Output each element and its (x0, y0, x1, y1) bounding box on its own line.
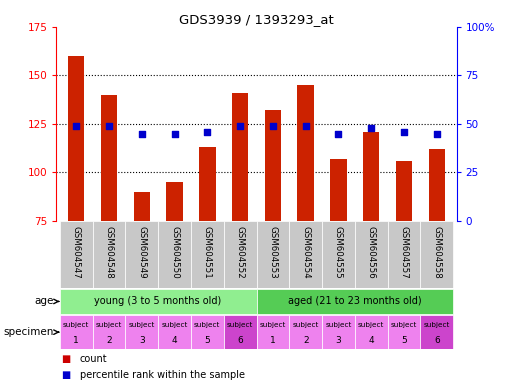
Point (334, 131, 343, 137)
Text: GSM604554: GSM604554 (301, 225, 310, 278)
Text: subject: subject (129, 322, 155, 328)
Bar (256, 288, 453, 314)
Bar (125, 315, 158, 349)
Text: GSM604548: GSM604548 (105, 225, 113, 278)
Text: 6: 6 (434, 336, 440, 345)
Text: GSM604553: GSM604553 (268, 225, 278, 278)
Text: 1: 1 (270, 336, 276, 345)
Bar (101, 95, 117, 221)
Bar (363, 132, 380, 221)
Text: ■: ■ (62, 354, 71, 364)
Point (302, 123, 310, 129)
Text: GSM604552: GSM604552 (235, 225, 245, 278)
Text: subject: subject (424, 322, 450, 328)
Point (433, 131, 441, 137)
Text: specimen: specimen (4, 327, 54, 337)
Point (170, 131, 179, 137)
Text: GSM604549: GSM604549 (137, 225, 146, 278)
Text: 3: 3 (139, 336, 145, 345)
Bar (322, 315, 355, 349)
Bar (265, 110, 281, 221)
Bar (396, 161, 412, 221)
Bar (232, 93, 248, 221)
Text: 2: 2 (303, 336, 308, 345)
Point (269, 123, 277, 129)
Bar (388, 221, 421, 288)
Text: young (3 to 5 months old): young (3 to 5 months old) (94, 296, 222, 306)
Text: subject: subject (194, 322, 221, 328)
Text: age: age (34, 296, 54, 306)
Bar (92, 221, 125, 288)
Text: count: count (80, 354, 107, 364)
Bar (289, 221, 322, 288)
Text: 4: 4 (368, 336, 374, 345)
Text: GSM604547: GSM604547 (72, 225, 81, 278)
Bar (92, 315, 125, 349)
Text: 5: 5 (401, 336, 407, 345)
Text: 5: 5 (204, 336, 210, 345)
Bar (199, 147, 215, 221)
Bar (60, 288, 256, 314)
Bar (224, 221, 256, 288)
Point (400, 129, 408, 135)
Bar (330, 159, 347, 221)
Bar (429, 149, 445, 221)
Text: subject: subject (391, 322, 417, 328)
Point (367, 125, 376, 131)
Text: 6: 6 (237, 336, 243, 345)
Text: subject: subject (292, 322, 319, 328)
Bar (125, 221, 158, 288)
Bar (158, 221, 191, 288)
Bar (133, 192, 150, 221)
Bar (256, 221, 289, 288)
Text: subject: subject (227, 322, 253, 328)
Bar (421, 221, 453, 288)
Text: 2: 2 (106, 336, 112, 345)
Bar (158, 315, 191, 349)
Text: ■: ■ (62, 370, 71, 381)
Point (105, 123, 113, 129)
Text: 4: 4 (172, 336, 177, 345)
Text: subject: subject (358, 322, 384, 328)
Bar (421, 315, 453, 349)
Bar (191, 315, 224, 349)
Bar (68, 56, 84, 221)
Text: subject: subject (63, 322, 89, 328)
Bar (298, 85, 314, 221)
Point (236, 123, 244, 129)
Bar (355, 221, 388, 288)
Text: 3: 3 (336, 336, 341, 345)
Bar (224, 315, 256, 349)
Bar (60, 315, 92, 349)
Point (203, 129, 211, 135)
Bar (191, 221, 224, 288)
Text: aged (21 to 23 months old): aged (21 to 23 months old) (288, 296, 422, 306)
Text: subject: subject (161, 322, 188, 328)
Text: GSM604558: GSM604558 (432, 225, 441, 278)
Text: GSM604550: GSM604550 (170, 225, 179, 278)
Text: GSM604557: GSM604557 (400, 225, 408, 278)
Bar (388, 315, 421, 349)
Text: subject: subject (325, 322, 352, 328)
Text: subject: subject (260, 322, 286, 328)
Point (137, 131, 146, 137)
Text: GSM604555: GSM604555 (334, 225, 343, 278)
Title: GDS3939 / 1393293_at: GDS3939 / 1393293_at (179, 13, 334, 26)
Text: 1: 1 (73, 336, 79, 345)
Bar (289, 315, 322, 349)
Bar (355, 315, 388, 349)
Text: GSM604551: GSM604551 (203, 225, 212, 278)
Bar (322, 221, 355, 288)
Text: percentile rank within the sample: percentile rank within the sample (80, 370, 245, 381)
Text: GSM604556: GSM604556 (367, 225, 376, 278)
Text: subject: subject (96, 322, 122, 328)
Point (72, 123, 80, 129)
Bar (60, 221, 92, 288)
Bar (256, 315, 289, 349)
Bar (166, 182, 183, 221)
